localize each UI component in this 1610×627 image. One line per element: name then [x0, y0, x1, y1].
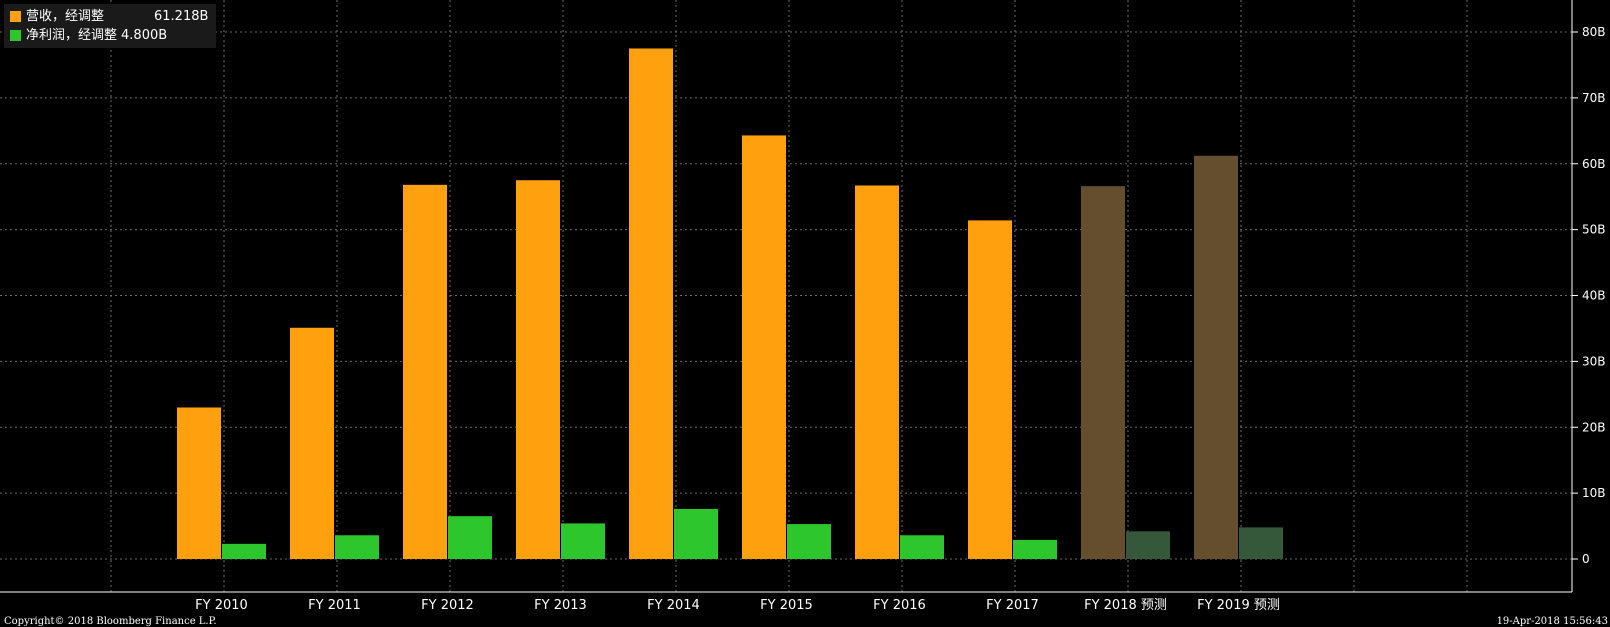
net-income-bar [1126, 531, 1170, 559]
revenue-bar [290, 327, 334, 559]
revenue-bar [1081, 186, 1125, 559]
net-income-bar [222, 543, 266, 559]
y-tick-label: 70B [1582, 91, 1606, 105]
timestamp-text: 19-Apr-2018 15:56:43 [1496, 616, 1608, 627]
revenue-bar [177, 407, 221, 559]
net-income-bar [1239, 527, 1283, 559]
copyright-text: Copyright© 2018 Bloomberg Finance L.P. [4, 616, 217, 627]
legend: 营收，经调整 61.218B 净利润，经调整 4.800B [4, 4, 217, 48]
bars [177, 48, 1283, 559]
y-tick-label: 10B [1582, 486, 1606, 500]
legend-swatch-net-income [10, 30, 21, 41]
net-income-bar [787, 524, 831, 559]
y-tick-label: 30B [1582, 354, 1606, 368]
revenue-bar [855, 185, 899, 559]
x-tick-label: FY 2013 [534, 598, 587, 613]
x-tick-label: FY 2012 [421, 598, 474, 613]
y-tick-label: 50B [1582, 223, 1606, 237]
x-tick-label: FY 2011 [308, 598, 361, 613]
legend-item-net-income: 净利润，经调整 4.800B [10, 26, 208, 45]
legend-value-net-income: 4.800B [121, 28, 168, 43]
revenue-bar [516, 180, 560, 559]
x-tick-label: FY 2018 预测 [1084, 598, 1167, 613]
x-tick-label: FY 2015 [760, 598, 813, 613]
y-tick-label: 20B [1582, 420, 1606, 434]
net-income-bar [561, 523, 605, 559]
x-tick-label: FY 2016 [873, 598, 926, 613]
revenue-bar [742, 135, 786, 559]
revenue-bar [968, 220, 1012, 559]
y-axis: 0 10B 20B 30B 40B 50B 60B 70B 80B [0, 0, 1606, 593]
legend-value-revenue: 61.218B [154, 9, 209, 24]
net-income-bar [448, 516, 492, 559]
x-tick-label: FY 2014 [647, 598, 700, 613]
legend-label-revenue: 营收，经调整 [26, 9, 105, 24]
y-tick-label: 80B [1582, 25, 1606, 39]
revenue-bar [403, 184, 447, 559]
x-tick-label: FY 2010 [195, 598, 248, 613]
net-income-bar [900, 535, 944, 559]
x-tick-label: FY 2019 预测 [1197, 598, 1280, 613]
revenue-bar [1194, 155, 1238, 559]
x-axis-labels: FY 2010 FY 2011 FY 2012 FY 2013 FY 2014 FY 20… [195, 598, 1280, 613]
legend-swatch-revenue [10, 11, 21, 22]
y-tick-label: 0 [1582, 552, 1590, 566]
net-income-bar [674, 508, 718, 559]
x-tick-label: FY 2017 [986, 598, 1039, 613]
revenue-bar [629, 48, 673, 559]
net-income-bar [1013, 539, 1057, 559]
net-income-bar [335, 535, 379, 559]
y-tick-label: 60B [1582, 157, 1606, 171]
y-tick-label: 40B [1582, 289, 1606, 303]
legend-item-revenue: 营收，经调整 61.218B [10, 7, 208, 26]
legend-label-net-income: 净利润，经调整 [26, 28, 118, 43]
